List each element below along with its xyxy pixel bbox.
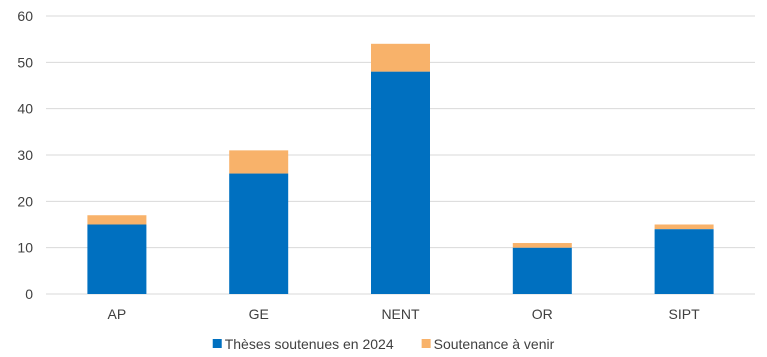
bar-theses-soutenues-ge (229, 173, 289, 294)
y-tick-label: 20 (17, 193, 33, 209)
legend-item-soutenance-a-venir: Soutenance à venir (421, 336, 555, 352)
legend: Thèses soutenues en 2024 Soutenance à ven… (212, 336, 555, 352)
bar-theses-soutenues-nent (371, 71, 430, 294)
legend-label: Soutenance à venir (434, 336, 555, 352)
y-axis-ticks: 0 10 20 30 40 50 60 (17, 8, 33, 302)
bar-theses-soutenues-ap (87, 224, 147, 294)
y-tick-label: 40 (17, 101, 33, 117)
y-tick-label: 60 (17, 8, 33, 24)
bar-theses-soutenues-sipt (654, 229, 714, 294)
legend-swatch (421, 339, 431, 348)
legend-swatch (212, 339, 222, 348)
bar-soutenance-a-venir-or (512, 243, 572, 248)
legend-label: Thèses soutenues en 2024 (225, 336, 394, 352)
bar-soutenance-a-venir-sipt (654, 224, 714, 230)
x-tick-label: NENT (381, 306, 420, 322)
bar-soutenance-a-venir-ge (229, 150, 289, 174)
y-tick-label: 0 (25, 286, 33, 302)
bar-theses-soutenues-or (512, 247, 572, 294)
bar-soutenance-a-venir-ap (87, 215, 147, 225)
y-tick-label: 50 (17, 54, 33, 70)
x-tick-label: OR (532, 306, 553, 322)
bar-soutenance-a-venir-nent (371, 43, 430, 72)
x-tick-label: GE (249, 306, 269, 322)
x-tick-label: SIPT (669, 306, 701, 322)
y-tick-label: 30 (17, 147, 33, 163)
x-axis-ticks: AP GE NENT OR SIPT (108, 306, 701, 322)
legend-item-theses-soutenues: Thèses soutenues en 2024 (212, 336, 394, 352)
bars (87, 43, 714, 294)
y-tick-label: 10 (17, 240, 33, 256)
x-tick-label: AP (108, 306, 127, 322)
